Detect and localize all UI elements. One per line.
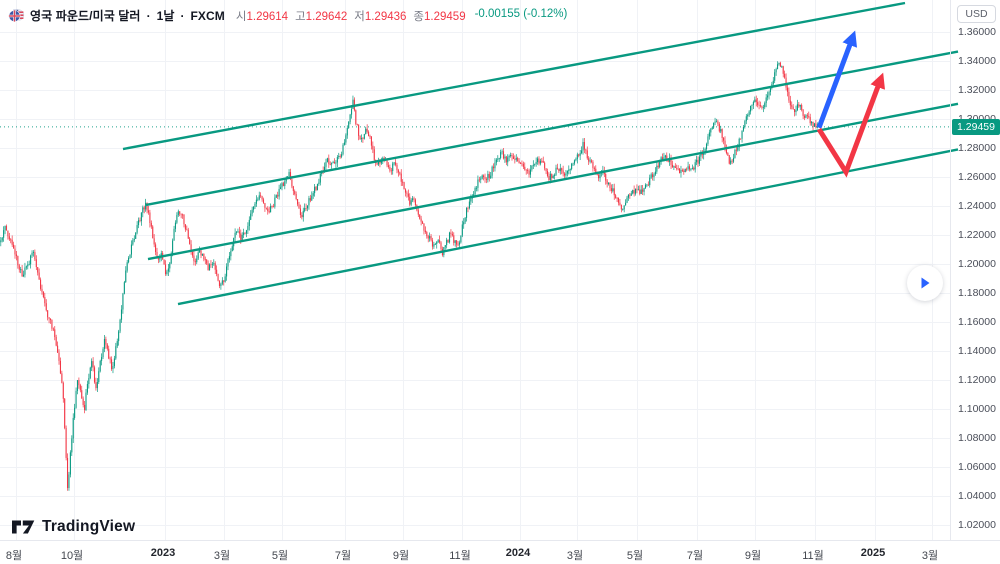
symbol-legend: 영국 파운드/미국 달러 · 1날 · FXCM 시1.29614 고1.296… xyxy=(8,7,567,24)
high-value: 1.29642 xyxy=(305,10,348,23)
time-axis-year-label: 2024 xyxy=(505,547,531,559)
symbol-title[interactable]: 영국 파운드/미국 달러 xyxy=(30,9,141,23)
price-tick-label: 1.36000 xyxy=(958,26,996,38)
time-axis-label: 5월 xyxy=(271,550,289,562)
time-axis-year-label: 2023 xyxy=(150,547,176,559)
open-label: 시 xyxy=(235,10,247,23)
change-value: -0.00155 (-0.12%) xyxy=(474,7,568,20)
play-icon xyxy=(921,277,930,289)
price-axis[interactable]: USD 1.29459 1.360001.340001.320001.30000… xyxy=(950,0,1000,540)
time-axis-label: 11월 xyxy=(802,550,824,562)
trend-channel-line-3[interactable] xyxy=(147,102,959,261)
time-axis-label: 7월 xyxy=(686,550,704,562)
price-tick-label: 1.34000 xyxy=(958,55,996,67)
time-axis-label: 11월 xyxy=(449,550,471,562)
time-axis-year-label: 2025 xyxy=(860,547,886,559)
price-tick-label: 1.12000 xyxy=(958,374,996,386)
blue-up-arrow[interactable] xyxy=(816,30,858,129)
play-button[interactable] xyxy=(907,265,943,301)
exchange-label[interactable]: FXCM xyxy=(190,8,225,23)
price-tick-label: 1.14000 xyxy=(958,345,996,357)
time-axis-label: 5월 xyxy=(626,550,644,562)
high-label: 고 xyxy=(295,10,306,23)
low-value: 1.29436 xyxy=(364,10,407,23)
tradingview-logo[interactable]: TradingView xyxy=(12,518,135,536)
price-tick-label: 1.18000 xyxy=(958,287,996,299)
low-label: 저 xyxy=(354,10,365,23)
price-tick-label: 1.16000 xyxy=(958,316,996,328)
trend-channel-line-4[interactable] xyxy=(177,148,959,306)
price-tick-label: 1.28000 xyxy=(958,142,996,154)
legend-separator: · xyxy=(180,8,185,23)
symbol-pair-icon xyxy=(8,7,25,24)
price-tick-label: 1.26000 xyxy=(958,171,996,183)
open-value: 1.29614 xyxy=(246,10,289,23)
trend-channel-line-1[interactable] xyxy=(122,1,906,151)
interval-label[interactable]: 1날 xyxy=(156,9,175,23)
price-tick-label: 1.06000 xyxy=(958,461,996,473)
time-axis-label: 3월 xyxy=(921,550,939,562)
legend-separator: · xyxy=(146,8,151,23)
time-axis-label: 10월 xyxy=(60,550,84,562)
price-tick-label: 1.08000 xyxy=(958,432,996,444)
ohlc-readout: 시1.29614 고1.29642 저1.29436 종1.29459 -0.0… xyxy=(236,8,567,24)
tradingview-logo-icon xyxy=(12,520,35,534)
time-axis-label: 8월 xyxy=(5,550,23,562)
price-tick-label: 1.24000 xyxy=(958,200,996,212)
time-axis-label: 9월 xyxy=(392,550,410,562)
red-zigzag-arrow[interactable] xyxy=(816,72,886,178)
price-tick-label: 1.20000 xyxy=(958,258,996,270)
time-axis-label: 9월 xyxy=(744,550,762,562)
trend-channel-line-2[interactable] xyxy=(145,50,959,207)
price-tick-label: 1.04000 xyxy=(958,490,996,502)
currency-usd-button[interactable]: USD xyxy=(957,5,996,23)
grid xyxy=(0,0,950,540)
time-axis[interactable]: 8월 10월 2023 3월 5월 7월 9월 11월 2024 3월 5월 7월 9월 11월 2025 3… xyxy=(0,540,1000,564)
close-value: 1.29459 xyxy=(424,10,466,23)
price-tick-label: 1.22000 xyxy=(958,229,996,241)
price-tick-label: 1.10000 xyxy=(958,403,996,415)
time-axis-label: 3월 xyxy=(566,550,584,562)
last-price-badge: 1.29459 xyxy=(952,118,1000,135)
time-axis-label: 3월 xyxy=(213,550,231,562)
price-tick-label: 1.02000 xyxy=(958,519,996,531)
tradingview-logo-text: TradingView xyxy=(42,518,136,535)
time-axis-label: 7월 xyxy=(334,550,352,562)
close-label: 종 xyxy=(413,10,425,23)
candlestick-series xyxy=(0,61,820,491)
price-tick-label: 1.32000 xyxy=(958,84,996,96)
